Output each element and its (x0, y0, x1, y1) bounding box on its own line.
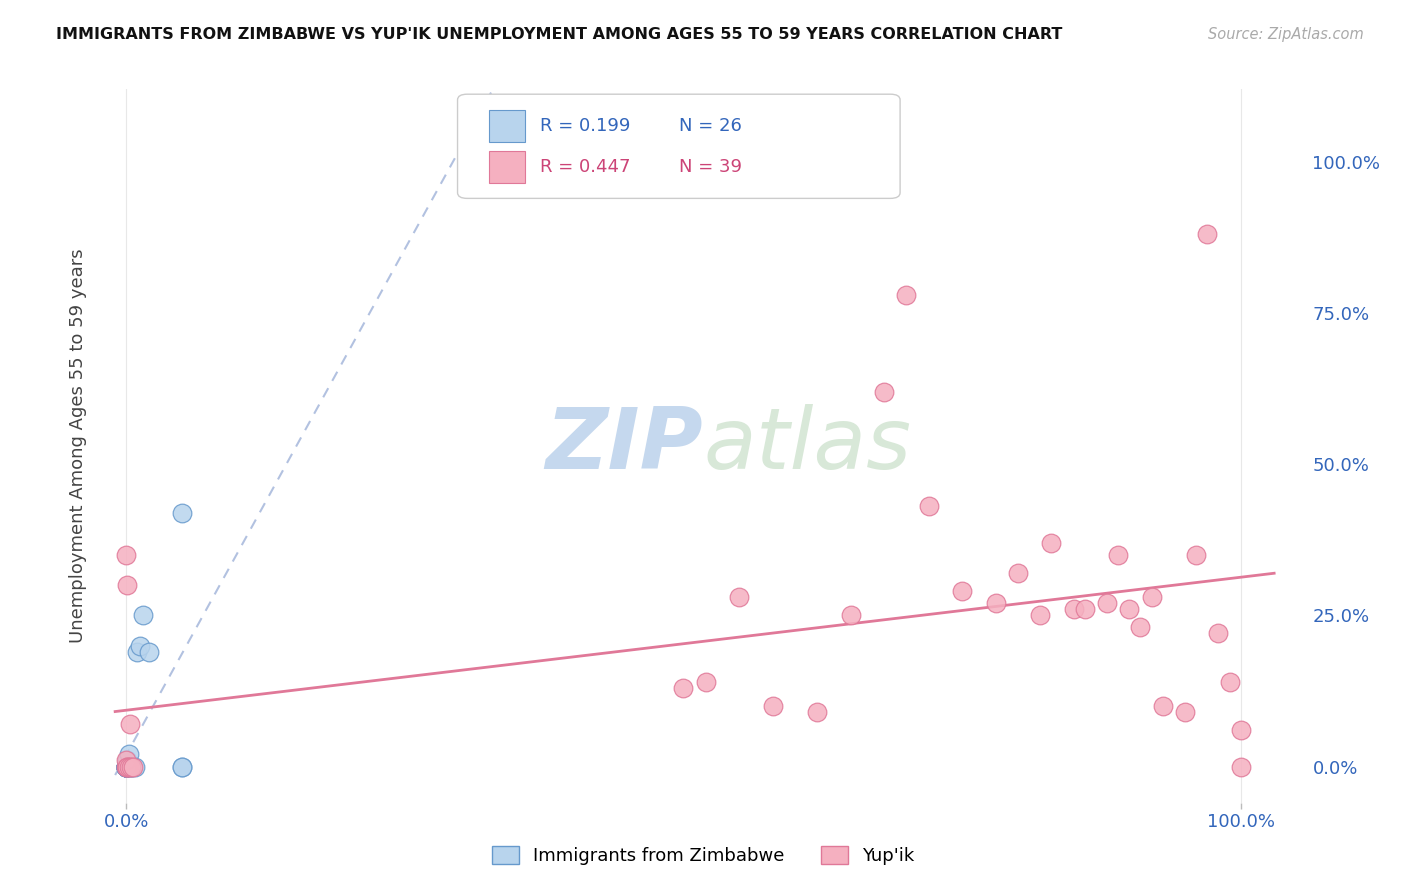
Y-axis label: Unemployment Among Ages 55 to 59 years: Unemployment Among Ages 55 to 59 years (69, 249, 87, 643)
Point (695, 674, 717, 689)
Point (1229, 759, 1251, 773)
Text: IMMIGRANTS FROM ZIMBABWE VS YUP'IK UNEMPLOYMENT AMONG AGES 55 TO 59 YEARS CORREL: IMMIGRANTS FROM ZIMBABWE VS YUP'IK UNEMP… (56, 27, 1063, 42)
Point (115, 759, 138, 773)
Point (672, 681, 695, 695)
Point (115, 759, 138, 773)
Point (138, 645, 160, 659)
Point (120, 759, 142, 773)
Point (1174, 705, 1197, 719)
Point (124, 759, 146, 773)
Point (1140, 590, 1163, 604)
Text: N = 26: N = 26 (679, 117, 742, 135)
Point (115, 759, 138, 773)
Point (1073, 602, 1095, 616)
Point (1208, 626, 1230, 640)
Point (806, 705, 828, 719)
Point (117, 754, 139, 768)
Point (122, 759, 145, 773)
Point (117, 759, 139, 773)
Point (115, 759, 138, 773)
Point (873, 384, 896, 399)
Text: Source: ZipAtlas.com: Source: ZipAtlas.com (1208, 27, 1364, 42)
Point (728, 590, 751, 604)
FancyBboxPatch shape (489, 110, 526, 142)
Point (115, 759, 138, 773)
Text: N = 39: N = 39 (679, 158, 742, 176)
Point (1185, 548, 1208, 562)
Point (984, 596, 1007, 610)
Point (115, 759, 138, 773)
Point (1107, 548, 1129, 562)
Point (115, 759, 138, 773)
Legend: Immigrants from Zimbabwe, Yup'ik: Immigrants from Zimbabwe, Yup'ik (485, 838, 921, 872)
Point (1229, 723, 1251, 738)
Point (115, 759, 138, 773)
Point (117, 747, 139, 762)
Point (118, 759, 141, 773)
Point (117, 578, 139, 592)
Text: atlas: atlas (703, 404, 911, 488)
Point (950, 584, 973, 599)
Point (132, 608, 155, 623)
Point (120, 759, 142, 773)
FancyBboxPatch shape (457, 95, 900, 198)
Text: R = 0.199: R = 0.199 (540, 117, 630, 135)
Point (896, 288, 918, 302)
Point (121, 759, 143, 773)
Point (115, 759, 138, 773)
Point (117, 759, 139, 773)
Text: R = 0.447: R = 0.447 (540, 158, 630, 176)
Point (918, 500, 941, 514)
Point (1063, 602, 1085, 616)
Point (115, 759, 138, 773)
Point (115, 754, 138, 768)
Point (115, 759, 138, 773)
Point (115, 548, 138, 562)
Point (117, 759, 139, 773)
FancyBboxPatch shape (489, 151, 526, 183)
Point (127, 645, 149, 659)
Point (762, 699, 785, 714)
Point (1129, 620, 1152, 634)
Point (117, 759, 139, 773)
Point (128, 639, 150, 653)
Point (1118, 602, 1140, 616)
Point (117, 759, 139, 773)
Point (170, 506, 193, 520)
Point (1007, 566, 1029, 580)
Point (115, 759, 138, 773)
Point (1029, 608, 1052, 623)
Point (170, 759, 193, 773)
Point (1095, 596, 1118, 610)
Point (1040, 535, 1063, 549)
Point (118, 717, 141, 731)
Point (1219, 674, 1241, 689)
Text: ZIP: ZIP (546, 404, 703, 488)
Point (1152, 699, 1174, 714)
Point (170, 759, 193, 773)
Point (839, 608, 862, 623)
Point (1197, 227, 1219, 242)
